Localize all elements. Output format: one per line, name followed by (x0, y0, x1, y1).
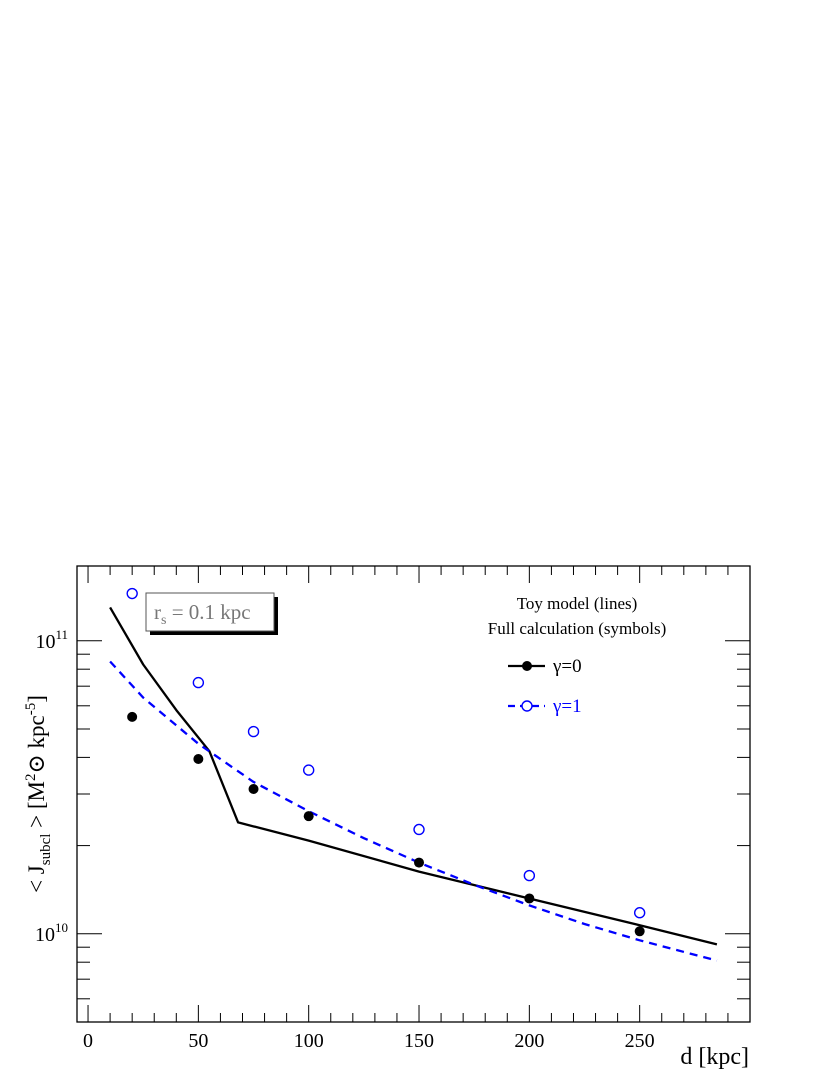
series-layer (109, 587, 718, 962)
series-1-line (109, 660, 718, 962)
legend-label-gamma1: γ=1 (552, 696, 582, 717)
y-axis-label: < Jsubcl > [M2⊙ kpc-5] (23, 695, 54, 893)
legend-marker-gamma0 (522, 661, 532, 671)
x-tick-label: 100 (294, 1030, 324, 1052)
series-1-points-point (413, 823, 425, 836)
series-0-line (109, 606, 718, 946)
x-tick-label: 250 (625, 1030, 655, 1052)
series-1-points-point (523, 869, 536, 882)
x-tick-label: 50 (188, 1030, 208, 1052)
legend-entry-gamma1: γ=1 (508, 696, 582, 717)
legend-label-gamma0: γ=0 (552, 656, 582, 677)
legend-marker-gamma1 (521, 700, 533, 712)
legend: Toy model (lines) Full calculation (symb… (488, 594, 666, 717)
series-0-points-point (303, 811, 314, 822)
legend-header-symbols: Full calculation (symbols) (488, 619, 666, 638)
series-0-points-point (414, 857, 425, 868)
annotation-box: rs = 0.1 kpc (145, 592, 278, 635)
series-1-points-point (302, 764, 315, 776)
y-tick-label: 1010 (35, 920, 68, 946)
legend-entry-gamma0: γ=0 (508, 656, 582, 677)
series-0-points-point (524, 893, 535, 904)
series-1-points-point (247, 725, 260, 738)
annotation-border (145, 592, 275, 632)
series-0-points-point (634, 926, 645, 937)
plot-frame (76, 565, 751, 1023)
series-1-points-point (633, 907, 646, 919)
series-1-points-point (126, 587, 138, 600)
annotation-text: rs = 0.1 kpc (154, 600, 251, 628)
series-0-points-point (248, 784, 259, 795)
x-tick-label: 200 (514, 1030, 544, 1052)
x-tick-label: 0 (83, 1030, 93, 1052)
series-0-points-point (193, 753, 204, 764)
x-axis-label: d [kpc] (680, 1044, 749, 1070)
series-0-points-point (127, 711, 138, 722)
tick-labels: 0 50 100 150 200 250 1010 1011 (35, 627, 655, 1052)
y-tick-label: 1011 (35, 627, 68, 653)
series-1-points-point (192, 676, 205, 689)
x-tick-label: 150 (404, 1030, 434, 1052)
legend-header-lines: Toy model (lines) (517, 594, 638, 613)
